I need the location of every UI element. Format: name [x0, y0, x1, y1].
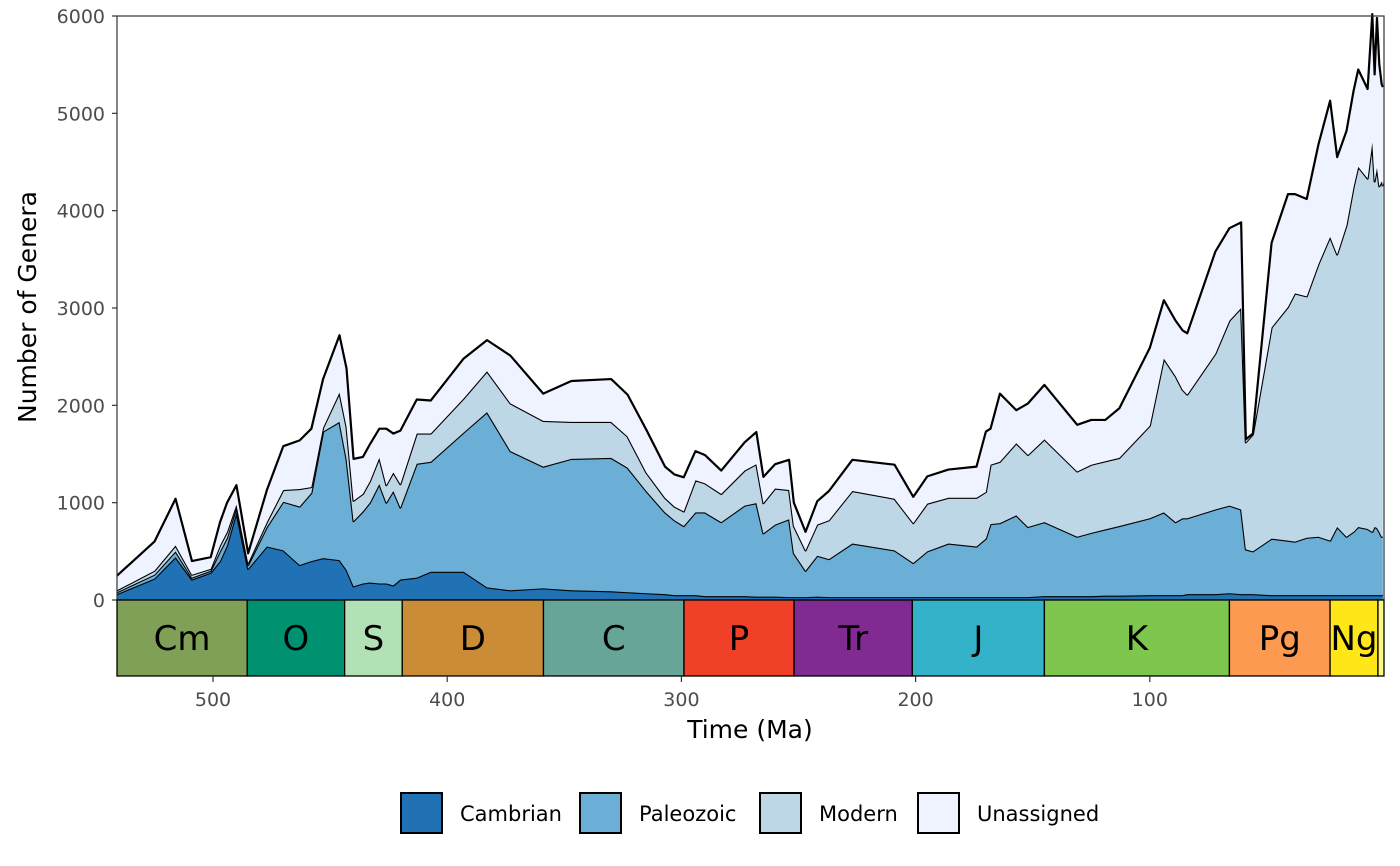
x-tick-label: 200 [897, 689, 933, 711]
period-j [911, 599, 1046, 677]
y-tick-label: 5000 [57, 103, 105, 125]
area-cambrian [117, 512, 1383, 600]
period-label: Pg [1259, 619, 1301, 659]
period-cm [116, 599, 248, 677]
period-label: S [363, 619, 385, 659]
x-tick-label: 100 [1132, 689, 1168, 711]
legend-label-cambrian: Cambrian [460, 802, 562, 826]
y-axis-title: Number of Genera [13, 191, 42, 423]
period-s [343, 599, 403, 677]
x-tick-label: 300 [663, 689, 699, 711]
y-axis: 0 1000 2000 3000 4000 5000 6000 [57, 6, 117, 612]
period-label: J [971, 619, 983, 659]
y-tick-label: 0 [93, 590, 105, 612]
legend-swatch-cambrian [400, 792, 443, 834]
line-unassigned [116, 12, 1384, 577]
period-p [683, 599, 795, 677]
period-ng [1329, 599, 1379, 677]
x-axis-title: Time (Ma) [686, 715, 813, 744]
legend-swatch-modern [759, 792, 802, 834]
period-label: Cm [154, 619, 211, 659]
period-pg [1228, 599, 1331, 677]
x-tick-label: 400 [429, 689, 465, 711]
x-tick-label: 500 [195, 689, 231, 711]
y-tick-label: 1000 [57, 493, 105, 515]
period-label: D [460, 619, 486, 659]
legend-label-unassigned: Unassigned [977, 802, 1099, 826]
y-tick-label: 4000 [57, 201, 105, 223]
y-tick-label: 3000 [57, 298, 105, 320]
period-label: O [283, 619, 310, 659]
period-label: C [602, 619, 626, 659]
legend-label-paleozoic: Paleozoic [639, 802, 736, 826]
legend-swatch-unassigned [917, 792, 960, 834]
legend-swatch-paleozoic [579, 792, 622, 834]
geologic-period-bar: Cm O S D C P Tr J K Pg Ng [116, 599, 1385, 677]
legend: Cambrian Paleozoic Modern Unassigned [400, 792, 1099, 834]
period-quaternary [1377, 599, 1385, 677]
period-label: P [729, 619, 750, 659]
period-c [542, 599, 685, 677]
period-tr [793, 599, 913, 677]
y-tick-label: 6000 [57, 6, 105, 28]
period-label: Ng [1331, 619, 1378, 659]
y-tick-label: 2000 [57, 395, 105, 417]
stacked-area-layers [116, 12, 1384, 600]
area-unassigned [117, 14, 1383, 591]
x-axis: 500 400 300 200 100 [195, 676, 1168, 711]
area-modern [117, 142, 1383, 593]
period-label: K [1126, 619, 1150, 659]
period-d [401, 599, 545, 677]
period-o [246, 599, 346, 677]
period-k [1043, 599, 1231, 677]
legend-label-modern: Modern [819, 802, 898, 826]
period-label: Tr [837, 619, 868, 659]
